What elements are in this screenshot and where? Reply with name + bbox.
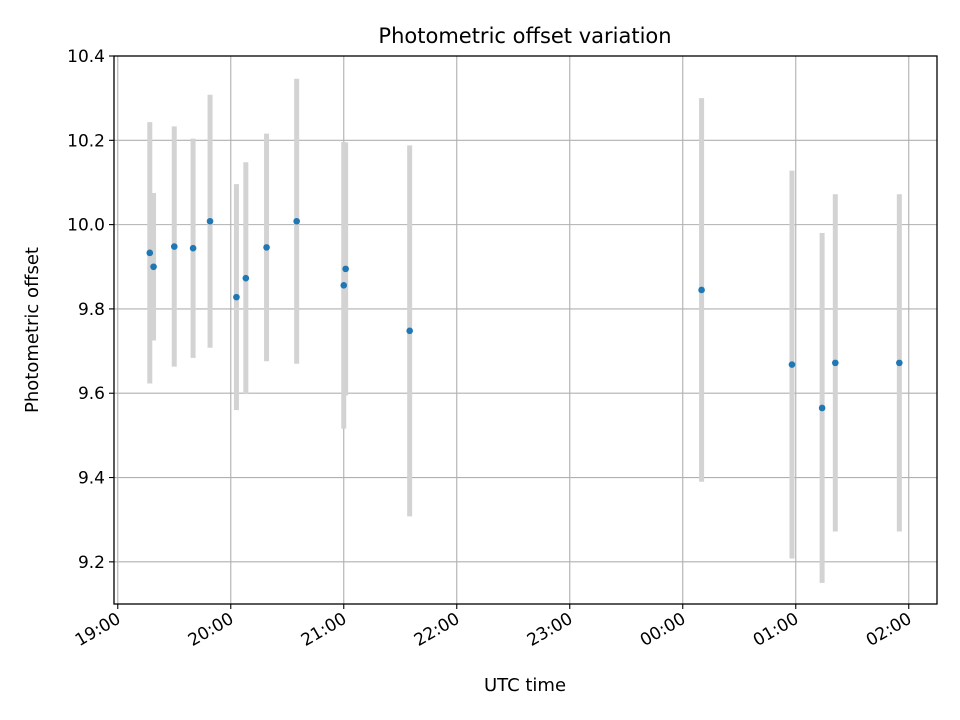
x-axis-label: UTC time — [484, 675, 566, 696]
data-point — [698, 286, 705, 294]
data-point — [146, 249, 154, 257]
data-point — [170, 243, 178, 250]
x-tick-label: 01:00 — [750, 609, 802, 651]
y-tick-label: 10.2 — [67, 131, 105, 151]
data-point — [788, 361, 796, 368]
x-tick-label: 02:00 — [863, 609, 915, 651]
y-tick-label: 10.4 — [67, 47, 105, 67]
x-tick-label: 19:00 — [72, 609, 124, 651]
x-axis: 19:00 20:00 21:00 22:00 23:00 00:00 01:00 02:00 — [72, 604, 915, 651]
y-tick-label: 9.2 — [78, 553, 105, 573]
chart-title: Photometric offset variation — [378, 24, 671, 48]
y-axis-label: Photometric offset — [22, 247, 43, 413]
data-point — [340, 282, 348, 289]
y-tick-label: 9.8 — [78, 300, 105, 320]
data-point — [342, 265, 349, 273]
error-bars — [147, 78, 902, 583]
y-axis: 9.2 9.4 9.6 9.8 10.0 10.2 10.4 — [67, 47, 114, 573]
data-point — [242, 274, 250, 282]
data-point — [818, 404, 826, 412]
data-point — [263, 244, 270, 251]
x-tick-label: 20:00 — [185, 609, 237, 651]
y-tick-label: 10.0 — [67, 216, 105, 236]
x-tick-label: 22:00 — [411, 609, 463, 651]
data-point — [189, 244, 197, 252]
x-tick-label: 23:00 — [524, 609, 576, 651]
data-point — [206, 217, 214, 225]
y-tick-label: 9.4 — [78, 469, 105, 489]
x-tick-label: 21:00 — [298, 609, 350, 651]
data-point — [150, 263, 157, 271]
data-point — [406, 327, 413, 335]
data-point — [896, 359, 903, 367]
data-points — [146, 217, 903, 412]
data-point — [832, 359, 839, 367]
y-tick-label: 9.6 — [78, 384, 105, 404]
grid — [114, 55, 937, 604]
x-tick-label: 00:00 — [637, 609, 689, 651]
plot-frame — [113, 55, 938, 605]
data-point — [293, 217, 300, 225]
data-point — [233, 293, 240, 301]
